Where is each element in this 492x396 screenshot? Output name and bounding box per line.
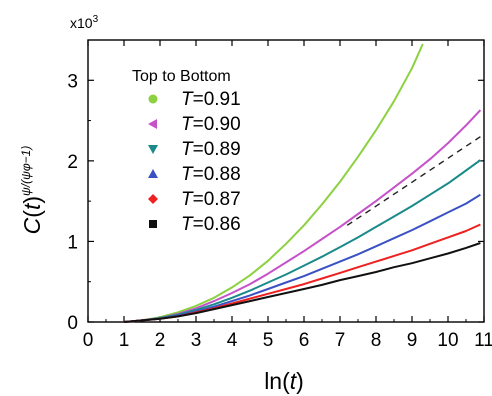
y-axis-label: CC((t)ψ/(ψφ−1): [19, 146, 45, 235]
legend-label-5: T=0.86: [181, 214, 241, 235]
x-tick-label: 9: [407, 330, 418, 351]
series-line-5: [123, 242, 481, 323]
series-lines: [123, 43, 482, 323]
legend-marker-triangle-left: [148, 119, 157, 129]
legend-marker-triangle-down: [148, 145, 158, 154]
series-line-4: [123, 223, 481, 323]
x-tick-label: 6: [299, 330, 310, 351]
x-tick-label: 10: [437, 330, 458, 351]
y-tick-label: 1: [67, 232, 78, 253]
series-line-0: [123, 43, 424, 323]
x-axis-ticks: 0 1 2 3 4 5 6 7 8 9 10 11: [83, 40, 492, 351]
series-line-1: [123, 109, 482, 323]
x-axis-label: ln(t): [264, 368, 304, 394]
x-tick-label: 1: [119, 330, 130, 351]
legend-label-0: T=0.91: [181, 89, 241, 110]
x-tick-label: 7: [335, 330, 346, 351]
legend-label-4: T=0.87: [181, 189, 241, 210]
legend-label-3: T=0.88: [181, 164, 241, 185]
x-tick-label: 4: [227, 330, 238, 351]
legend-marker-triangle-up: [148, 169, 158, 178]
y-tick-label: 3: [67, 71, 78, 92]
reference-line: [346, 136, 481, 226]
reference-dashed-line: [346, 136, 481, 226]
x-tick-label: 11: [474, 330, 492, 351]
legend-marker-diamond: [148, 194, 158, 204]
y-tick-label: 2: [67, 152, 78, 173]
x-tick-label: 3: [191, 330, 202, 351]
legend-title: Top to Bottom: [132, 68, 231, 85]
x-tick-label: 5: [263, 330, 274, 351]
legend-label-2: T=0.89: [181, 139, 241, 160]
x-tick-label: 0: [83, 330, 94, 351]
legend: Top to Bottom T=0.91 T=0.90 T=0.89 T=0.88 T=0…: [132, 68, 241, 235]
series-line-2: [123, 159, 481, 323]
x-tick-label: 8: [371, 330, 382, 351]
y-axis-multiplier: x103: [70, 14, 99, 31]
legend-marker-circle: [148, 94, 158, 104]
y-axis-ticks: 0 1 2 3: [67, 71, 484, 334]
legend-marker-square: [149, 220, 157, 228]
legend-label-1: T=0.90: [181, 114, 241, 135]
y-tick-label: 0: [67, 313, 78, 334]
x-tick-label: 2: [155, 330, 166, 351]
